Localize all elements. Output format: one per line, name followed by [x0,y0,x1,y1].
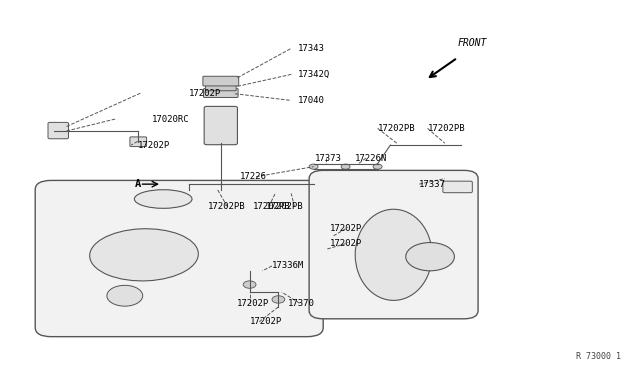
FancyBboxPatch shape [203,76,239,86]
Text: 17202P: 17202P [138,141,170,150]
Text: 17226N: 17226N [355,154,387,163]
Text: 17202PB: 17202PB [428,124,465,133]
Text: 17373: 17373 [315,154,342,163]
Circle shape [243,281,256,288]
Text: FRONT: FRONT [458,38,487,48]
FancyBboxPatch shape [204,89,238,97]
FancyBboxPatch shape [35,180,323,337]
Text: R 73000 1: R 73000 1 [576,352,621,361]
FancyBboxPatch shape [204,106,237,145]
Text: 17202PB: 17202PB [266,202,303,211]
Circle shape [341,164,350,169]
Ellipse shape [134,190,192,208]
Circle shape [373,164,382,169]
Text: 17343: 17343 [298,44,324,53]
Text: 17226: 17226 [240,172,267,181]
Text: 17202P: 17202P [237,299,269,308]
Text: A: A [134,179,141,189]
FancyBboxPatch shape [309,170,478,319]
Text: 17202P: 17202P [189,89,221,97]
Text: 17202P: 17202P [250,317,282,326]
Text: 17020RC: 17020RC [152,115,190,124]
Text: 17336M: 17336M [272,262,304,270]
Text: 17370: 17370 [288,299,315,308]
Circle shape [309,164,318,169]
FancyBboxPatch shape [443,181,472,193]
Text: 17040: 17040 [298,96,324,105]
Text: 17202PB: 17202PB [208,202,246,211]
FancyBboxPatch shape [205,84,236,91]
Circle shape [406,243,454,271]
Text: 17337: 17337 [419,180,446,189]
Circle shape [272,296,285,303]
Circle shape [107,285,143,306]
Ellipse shape [355,209,432,301]
Text: 17202P: 17202P [330,224,362,233]
Text: 17202PB: 17202PB [253,202,291,211]
Text: 17202P: 17202P [330,239,362,248]
Text: 17202PB: 17202PB [378,124,415,133]
FancyBboxPatch shape [130,137,147,147]
FancyBboxPatch shape [48,122,68,139]
Text: 17342Q: 17342Q [298,70,330,79]
Ellipse shape [90,229,198,281]
